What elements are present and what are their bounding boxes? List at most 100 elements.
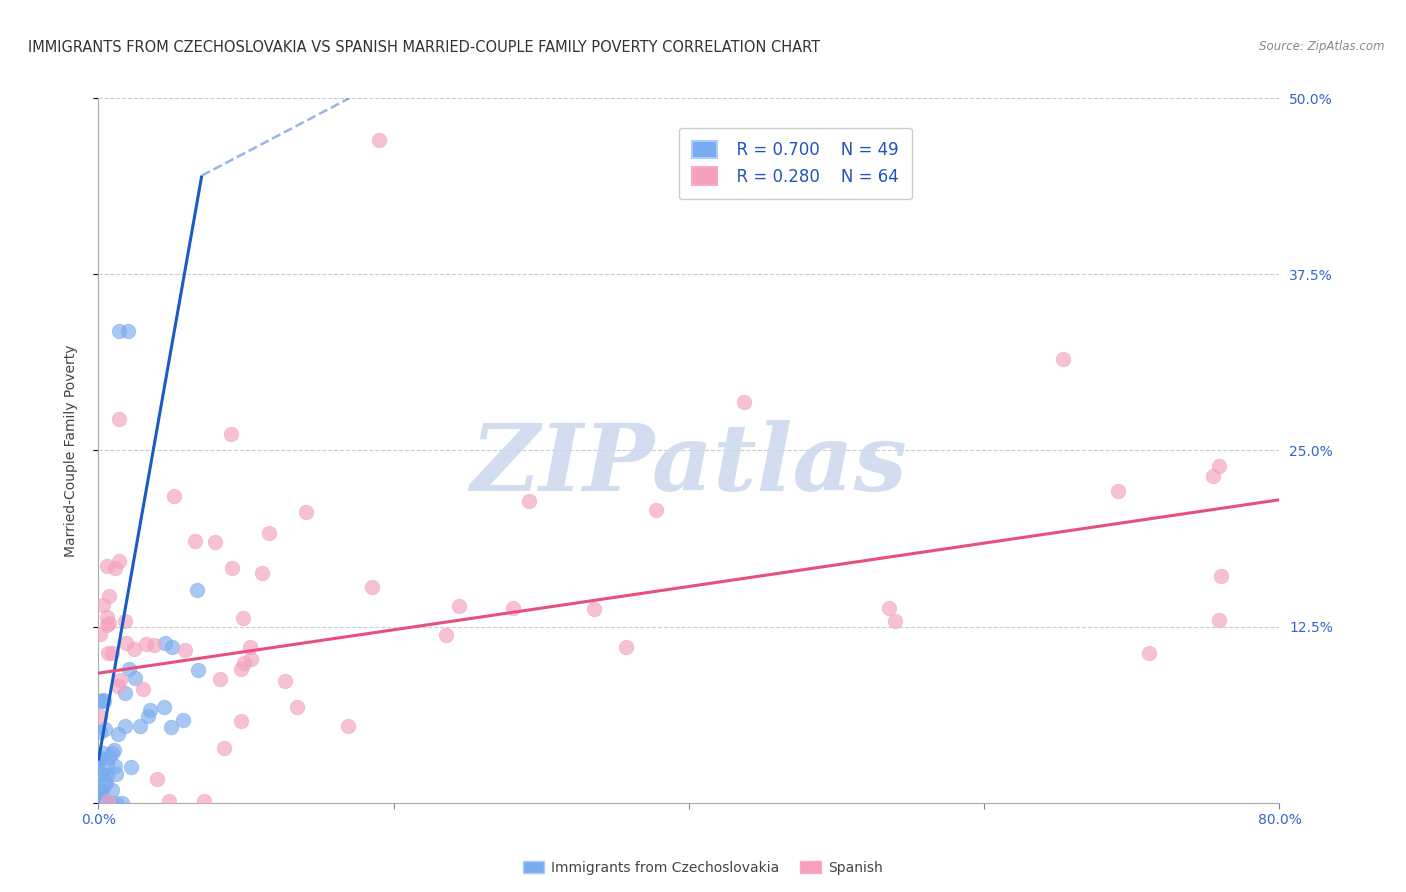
Spanish <box>733 395 755 409</box>
Y-axis label: Married-Couple Family Poverty: Married-Couple Family Poverty <box>63 344 77 557</box>
Spanish <box>163 489 186 503</box>
Spanish <box>884 614 907 628</box>
Spanish <box>434 628 457 642</box>
Spanish <box>294 506 316 520</box>
Spanish <box>89 627 111 641</box>
Spanish <box>219 426 242 441</box>
Immigrants from Czechoslovakia <box>98 796 121 810</box>
Immigrants from Czechoslovakia <box>187 663 209 677</box>
Immigrants from Czechoslovakia <box>89 694 111 708</box>
Spanish <box>143 639 166 653</box>
Spanish <box>157 794 180 808</box>
Immigrants from Czechoslovakia <box>89 724 111 739</box>
Immigrants from Czechoslovakia <box>107 727 129 741</box>
Immigrants from Czechoslovakia <box>90 789 112 804</box>
Spanish <box>98 616 121 631</box>
Spanish <box>250 566 273 580</box>
Spanish <box>184 533 207 548</box>
Legend: Immigrants from Czechoslovakia, Spanish: Immigrants from Czechoslovakia, Spanish <box>517 855 889 880</box>
Spanish <box>232 656 254 670</box>
Spanish <box>100 646 122 660</box>
Immigrants from Czechoslovakia <box>89 796 111 810</box>
Immigrants from Czechoslovakia <box>186 582 208 597</box>
Spanish <box>517 494 540 508</box>
Spanish <box>107 679 129 693</box>
Immigrants from Czechoslovakia <box>96 768 118 782</box>
Spanish <box>1052 352 1074 367</box>
Spanish <box>361 580 384 594</box>
Spanish <box>89 709 111 723</box>
Immigrants from Czechoslovakia <box>103 742 125 756</box>
Immigrants from Czechoslovakia <box>104 759 127 773</box>
Immigrants from Czechoslovakia <box>153 636 176 650</box>
Spanish <box>135 637 157 651</box>
Text: IMMIGRANTS FROM CZECHOSLOVAKIA VS SPANISH MARRIED-COUPLE FAMILY POVERTY CORRELAT: IMMIGRANTS FROM CZECHOSLOVAKIA VS SPANIS… <box>28 40 820 55</box>
Spanish <box>115 635 138 649</box>
Immigrants from Czechoslovakia <box>96 776 118 790</box>
Immigrants from Czechoslovakia <box>101 746 124 760</box>
Spanish <box>1202 468 1225 483</box>
Immigrants from Czechoslovakia <box>94 723 117 737</box>
Spanish <box>502 601 524 615</box>
Spanish <box>1208 459 1230 474</box>
Spanish <box>232 611 254 625</box>
Immigrants from Czechoslovakia <box>105 767 128 781</box>
Immigrants from Czechoslovakia <box>111 796 134 810</box>
Immigrants from Czechoslovakia <box>96 757 118 772</box>
Immigrants from Czechoslovakia <box>139 703 162 717</box>
Spanish <box>257 525 280 540</box>
Spanish <box>91 598 114 612</box>
Immigrants from Czechoslovakia <box>98 749 121 764</box>
Spanish <box>231 714 253 729</box>
Immigrants from Czechoslovakia <box>153 699 176 714</box>
Spanish <box>1139 646 1161 660</box>
Spanish <box>583 602 606 616</box>
Immigrants from Czechoslovakia <box>90 784 112 798</box>
Immigrants from Czechoslovakia <box>91 767 114 781</box>
Spanish <box>96 559 118 574</box>
Spanish <box>114 614 136 628</box>
Immigrants from Czechoslovakia <box>93 746 115 760</box>
Immigrants from Czechoslovakia <box>89 754 111 768</box>
Spanish <box>96 618 118 632</box>
Spanish <box>449 599 471 613</box>
Immigrants from Czechoslovakia <box>94 775 117 789</box>
Immigrants from Czechoslovakia <box>89 752 111 766</box>
Spanish <box>98 589 121 603</box>
Spanish <box>877 600 900 615</box>
Immigrants from Czechoslovakia <box>90 782 112 797</box>
Text: ZIPatlas: ZIPatlas <box>471 419 907 509</box>
Spanish <box>107 412 129 426</box>
Immigrants from Czechoslovakia <box>160 720 183 734</box>
Text: Source: ZipAtlas.com: Source: ZipAtlas.com <box>1260 40 1385 54</box>
Immigrants from Czechoslovakia <box>120 760 142 774</box>
Immigrants from Czechoslovakia <box>89 752 111 766</box>
Immigrants from Czechoslovakia <box>136 709 159 723</box>
Spanish <box>97 794 120 808</box>
Spanish <box>368 133 391 147</box>
Spanish <box>273 673 295 688</box>
Spanish <box>239 640 262 654</box>
Legend:   R = 0.700    N = 49,   R = 0.280    N = 64: R = 0.700 N = 49, R = 0.280 N = 64 <box>679 128 911 199</box>
Spanish <box>212 741 235 756</box>
Spanish <box>645 503 668 517</box>
Immigrants from Czechoslovakia <box>128 719 150 733</box>
Spanish <box>1209 569 1232 583</box>
Spanish <box>122 642 145 657</box>
Immigrants from Czechoslovakia <box>101 782 124 797</box>
Immigrants from Czechoslovakia <box>93 693 115 707</box>
Spanish <box>108 673 131 688</box>
Spanish <box>239 652 262 666</box>
Spanish <box>108 554 131 568</box>
Immigrants from Czechoslovakia <box>172 713 194 727</box>
Spanish <box>96 609 118 624</box>
Spanish <box>209 672 232 686</box>
Immigrants from Czechoslovakia <box>96 796 118 810</box>
Immigrants from Czechoslovakia <box>124 671 146 685</box>
Spanish <box>204 535 226 549</box>
Spanish <box>231 662 253 676</box>
Spanish <box>285 699 308 714</box>
Spanish <box>132 682 155 697</box>
Immigrants from Czechoslovakia <box>162 640 183 654</box>
Immigrants from Czechoslovakia <box>90 767 112 781</box>
